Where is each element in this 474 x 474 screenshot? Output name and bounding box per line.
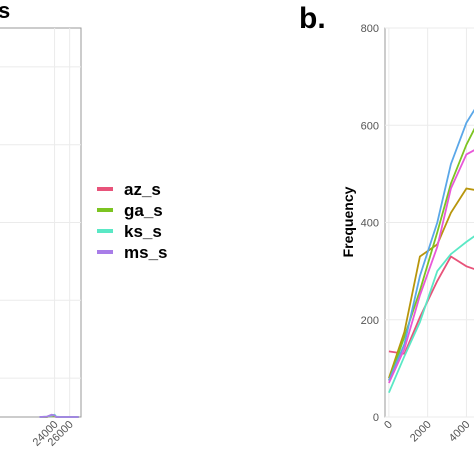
panel-b-y-ticks: 0 200 400 600 800	[361, 23, 379, 424]
series-line-1	[388, 255, 474, 355]
series-line-5	[388, 108, 474, 381]
panel-b: b. 0 200 400 600 800 0 2000 4000 Frequency	[299, 2, 474, 444]
legend-label-ks_s: ks_s	[124, 222, 162, 241]
y-tick-label: 0	[373, 412, 379, 424]
legend-label-ga_s: ga_s	[124, 201, 163, 220]
legend-label-az_s: az_s	[124, 180, 161, 199]
x-tick-label: 2000	[408, 419, 434, 445]
series-line-ms_s	[39, 413, 79, 418]
legend-label-ms_s: ms_s	[124, 243, 167, 262]
panel-b-label: b.	[299, 2, 326, 35]
series-line-3	[388, 127, 474, 381]
y-tick-label: 600	[361, 120, 379, 132]
y-tick-label: 800	[361, 23, 379, 35]
legend: az_s ga_s ks_s ms_s	[97, 180, 167, 262]
panel-b-x-ticks: 0 2000 4000	[382, 419, 472, 445]
panel-a-series	[39, 413, 79, 418]
panel-a-label: s	[0, 0, 10, 23]
y-tick-label: 400	[361, 218, 379, 230]
y-tick-label: 200	[361, 315, 379, 327]
panel-b-y-axis-label: Frequency	[340, 186, 356, 257]
panel-b-series	[388, 108, 474, 394]
panel-a-grid	[0, 28, 81, 417]
x-tick-label: 4000	[447, 419, 473, 445]
series-line-6	[388, 149, 474, 384]
series-line-4	[388, 235, 474, 394]
x-tick-label: 0	[382, 419, 395, 432]
